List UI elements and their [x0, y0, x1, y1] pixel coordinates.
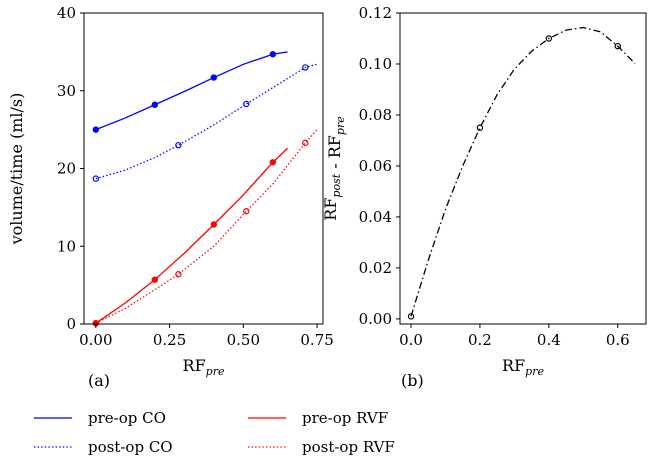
x-axis-label: RFpre [502, 356, 544, 378]
data-point [269, 159, 277, 166]
y-tick-label: 20 [57, 160, 76, 178]
x-tick-label: 0.25 [153, 331, 186, 349]
y-tick-label: 0 [66, 315, 76, 333]
data-point [545, 35, 553, 42]
legend-label: pre-op RVF [302, 409, 388, 427]
data-point [243, 208, 250, 215]
data-point [476, 124, 484, 131]
y-tick-label: 0.12 [359, 4, 392, 22]
data-point [151, 101, 159, 108]
y-tick-label: 40 [57, 4, 76, 22]
data-point [614, 42, 621, 50]
panel-label: (a) [88, 371, 110, 390]
legend-label: post-op RVF [302, 438, 395, 456]
label-subscript: pre [525, 365, 544, 378]
data-point [175, 271, 182, 278]
y-tick-label: 0.06 [359, 157, 392, 175]
data-point [269, 51, 277, 58]
label-base: RF [321, 198, 340, 221]
data-point [302, 139, 309, 147]
x-tick-label: 0.50 [227, 331, 260, 349]
y-tick-label: 0.04 [359, 208, 392, 226]
label-base: RF [183, 356, 206, 375]
panel-label: (b) [401, 371, 424, 390]
axes-frame [83, 12, 324, 325]
label-base: RF [325, 135, 344, 158]
data-point [243, 100, 250, 108]
data-point [92, 126, 100, 133]
data-point [175, 141, 182, 149]
series-line-pre-op-rvf [95, 147, 289, 324]
x-tick-label: 0.0 [399, 331, 423, 349]
chart-panel-2: 0.0 0.2 0.4 0.6 0.00 0.02 0.04 0.06 0.08 0.10 0.12… [321, 4, 647, 390]
x-tick-label: 0.2 [468, 331, 492, 349]
label-base: RF [502, 356, 525, 375]
data-point [151, 276, 159, 283]
data-point [302, 64, 309, 71]
series-line-difference [410, 26, 636, 317]
data-point [407, 313, 415, 320]
x-tick-label: 0.4 [537, 331, 561, 349]
y-tick-label: 0.08 [359, 106, 392, 124]
label-text: - [325, 158, 344, 174]
x-tick-label: 0.00 [79, 331, 112, 349]
y-tick-label: 0.02 [359, 259, 392, 277]
series-line-pre-op-co [95, 51, 288, 131]
x-axis-label: RFpre [183, 356, 225, 378]
y-tick-label: 10 [57, 237, 76, 255]
y-axis-label: RFpost - RFpre [321, 116, 347, 221]
label-subscript: post [330, 173, 343, 197]
y-axis-label: volume/time (ml/s) [7, 93, 26, 246]
label-subscript: pre [206, 365, 225, 378]
legend: pre-op CO pre-op RVF post-op CO post-op RVF [34, 409, 395, 456]
chart-panel-1: 0.00 0.25 0.50 0.75 0 10 20 30 40 RFpre volume/tim… [7, 4, 334, 390]
y-tick-label: 0.00 [359, 310, 392, 328]
label-subscript: pre [334, 116, 347, 135]
series-line-post-op-rvf [95, 129, 318, 324]
data-point [210, 74, 218, 81]
series-line-post-op-co [95, 63, 318, 180]
legend-label: pre-op CO [88, 409, 166, 427]
x-tick-label: 0.6 [606, 331, 630, 349]
axes-frame [399, 12, 647, 325]
y-tick-label: 30 [57, 82, 76, 100]
x-tick-label: 0.75 [300, 331, 333, 349]
data-point [210, 221, 218, 228]
y-tick-label: 0.10 [359, 55, 392, 73]
legend-label: post-op CO [88, 438, 173, 456]
data-point [92, 175, 100, 182]
